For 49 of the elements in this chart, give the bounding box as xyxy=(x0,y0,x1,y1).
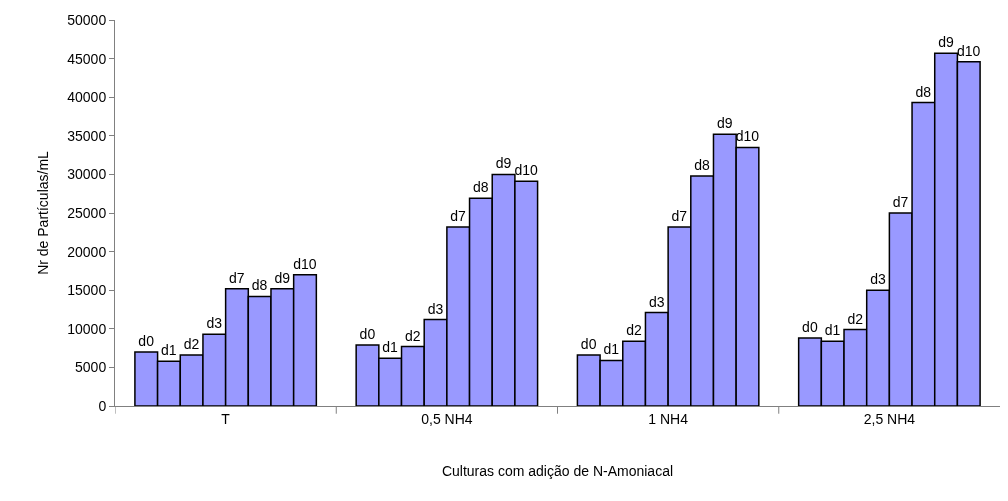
text: d1 xyxy=(603,341,620,358)
text: d0 xyxy=(580,336,597,353)
series-label: d1 xyxy=(161,342,177,359)
series-label: d8 xyxy=(251,277,268,294)
y-tick-label: 30000 xyxy=(67,166,107,183)
text: d3 xyxy=(870,271,886,288)
text: d10 xyxy=(735,128,760,145)
text: d7 xyxy=(450,207,466,224)
y-tick-label: 15000 xyxy=(67,282,107,299)
y-tick-label: 45000 xyxy=(67,50,107,67)
series-label: d10 xyxy=(293,255,317,272)
y-tick-label: 0 xyxy=(98,397,107,414)
y-tick-label: 25000 xyxy=(67,204,107,221)
series-label: d7 xyxy=(229,269,245,286)
text: d7 xyxy=(892,194,909,210)
y-tick-label: 20000 xyxy=(67,243,107,260)
text: d8 xyxy=(694,156,710,173)
x-tick-label: 2,5 NH4 xyxy=(863,410,916,427)
y-tick-label: 10000 xyxy=(67,320,107,337)
text: d8 xyxy=(915,83,932,100)
text: d0 xyxy=(359,326,376,343)
text: d9 xyxy=(495,155,512,172)
text: d10 xyxy=(956,42,981,59)
text: d9 xyxy=(716,115,733,132)
y-axis-title: Nr de Partículas/mL xyxy=(34,150,51,275)
x-tick-label: T xyxy=(221,410,231,427)
y-tick-label: 50000 xyxy=(67,11,107,28)
y-tick-label: 35000 xyxy=(67,127,107,144)
text: d3 xyxy=(648,293,665,310)
text: d2 xyxy=(404,327,421,344)
text: d2 xyxy=(626,322,642,339)
text: d1 xyxy=(824,322,841,339)
y-tick-label: 5000 xyxy=(75,359,107,376)
x-tick-label: 1 NH4 xyxy=(648,410,689,427)
series-label: d3 xyxy=(206,315,223,332)
series-label: d9 xyxy=(274,269,291,286)
text: d3 xyxy=(427,300,444,317)
text: d9 xyxy=(938,34,954,51)
text: d7 xyxy=(671,207,688,224)
text: d0 xyxy=(802,319,818,336)
series-label: d2 xyxy=(183,336,200,353)
x-axis-title: Culturas com adição de N-Amoniacal xyxy=(441,463,674,480)
series-label: d0 xyxy=(138,332,155,349)
text: d10 xyxy=(514,162,538,179)
y-tick-label: 40000 xyxy=(67,89,107,106)
text: d2 xyxy=(847,310,864,327)
text: d1 xyxy=(382,339,398,356)
text: d8 xyxy=(473,179,489,196)
x-tick-label: 0,5 NH4 xyxy=(421,410,473,427)
